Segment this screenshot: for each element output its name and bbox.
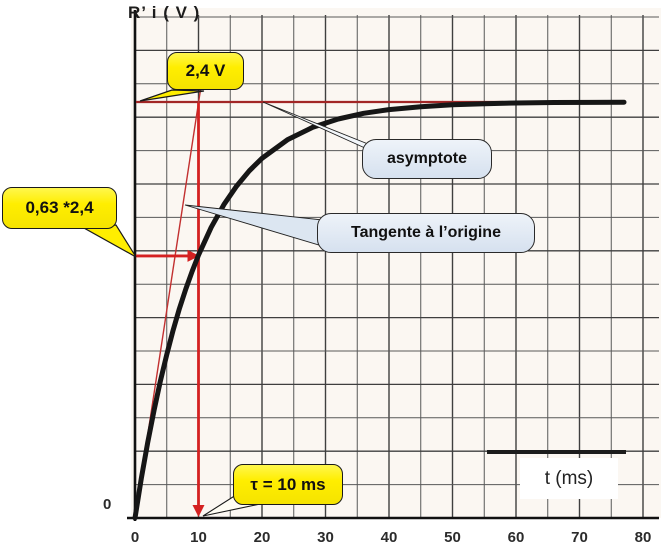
graph-paper	[131, 8, 661, 518]
callout-vmax: 2,4 V	[167, 52, 244, 90]
x-tick-label: 80	[635, 529, 652, 546]
x-axis-title: t (ms)	[544, 467, 594, 489]
callout-asymptote-label: asymptote	[386, 150, 468, 167]
callout-tau-label: τ = 10 ms	[250, 474, 326, 494]
v-tau-arrowhead-right	[187, 249, 200, 262]
x-tick-label: 20	[254, 529, 271, 546]
x-tick-label: 0	[131, 529, 139, 546]
callout-tangent-label: Tangente à l’origine	[351, 224, 501, 241]
x-tick-label: 30	[317, 529, 334, 546]
callout-vtau-label: 0,63 *2,4	[25, 198, 94, 217]
callout-vtau: 0,63 *2,4	[2, 187, 117, 229]
x-tick-label: 10	[190, 529, 207, 546]
tau-arrowhead-down	[192, 505, 205, 517]
x-tick-label: 60	[508, 529, 525, 546]
x-tick-label: 40	[381, 529, 398, 546]
x-tick-label: 50	[444, 529, 461, 546]
callout-tangent: Tangente à l’origine	[317, 213, 535, 253]
x-tick-label: 70	[571, 529, 588, 546]
y-axis-title: R’ i ( V )	[128, 3, 201, 22]
curve-ri-t	[132, 99, 627, 521]
callout-vmax-label: 2,4 V	[185, 61, 226, 80]
callout-tau: τ = 10 ms	[233, 464, 343, 505]
callout-vmax-tail	[139, 89, 205, 102]
callout-asymptote: asymptote	[362, 139, 492, 179]
y-axis-zero-label: 0	[103, 496, 112, 513]
x-axis-title-box: t (ms)	[520, 458, 618, 499]
callout-vtau-tail	[82, 224, 137, 258]
